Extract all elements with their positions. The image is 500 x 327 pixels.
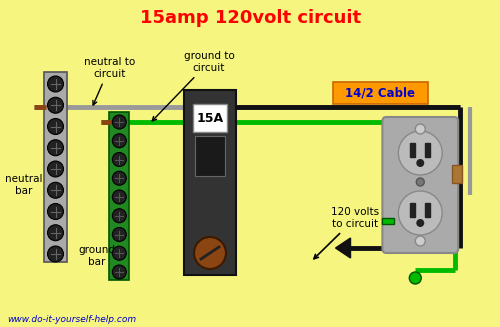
Text: 15A: 15A	[196, 112, 224, 125]
Bar	[410, 203, 416, 217]
Circle shape	[48, 76, 64, 92]
Bar	[193, 104, 227, 132]
Bar	[410, 143, 416, 157]
Circle shape	[416, 236, 426, 246]
Circle shape	[48, 246, 64, 262]
Text: 120 volts
to circuit: 120 volts to circuit	[314, 207, 380, 259]
Text: ground to
circuit: ground to circuit	[152, 51, 234, 121]
Circle shape	[410, 272, 422, 284]
Text: 14/2 Cable: 14/2 Cable	[346, 87, 416, 99]
Bar	[382, 218, 394, 224]
Bar	[452, 165, 462, 183]
Circle shape	[112, 171, 126, 185]
Text: www.do-it-yourself-help.com: www.do-it-yourself-help.com	[8, 316, 137, 324]
Circle shape	[48, 182, 64, 198]
Bar	[195, 136, 225, 176]
Circle shape	[416, 159, 424, 167]
Circle shape	[416, 124, 426, 134]
Bar	[426, 203, 430, 217]
Text: 15amp 120volt circuit: 15amp 120volt circuit	[140, 9, 362, 27]
Circle shape	[48, 118, 64, 134]
Circle shape	[112, 190, 126, 204]
Circle shape	[112, 134, 126, 148]
Polygon shape	[336, 238, 350, 258]
Circle shape	[112, 152, 126, 166]
Circle shape	[398, 191, 442, 235]
Circle shape	[416, 219, 424, 227]
Circle shape	[416, 178, 424, 186]
Circle shape	[48, 225, 64, 241]
Circle shape	[112, 265, 126, 279]
Circle shape	[112, 209, 126, 223]
Bar	[110, 112, 130, 280]
Circle shape	[48, 203, 64, 219]
Circle shape	[48, 140, 64, 156]
Bar	[426, 143, 430, 157]
Text: ground
bar: ground bar	[78, 245, 115, 267]
Bar	[332, 82, 428, 104]
Bar	[44, 72, 68, 262]
FancyBboxPatch shape	[382, 117, 458, 253]
Text: neutral
bar: neutral bar	[5, 174, 43, 196]
Text: neutral to
circuit: neutral to circuit	[84, 57, 135, 105]
Circle shape	[398, 131, 442, 175]
Circle shape	[112, 246, 126, 260]
Circle shape	[48, 161, 64, 177]
Bar	[184, 90, 236, 275]
Circle shape	[112, 115, 126, 129]
Circle shape	[112, 228, 126, 242]
Circle shape	[48, 97, 64, 113]
Circle shape	[194, 237, 226, 269]
